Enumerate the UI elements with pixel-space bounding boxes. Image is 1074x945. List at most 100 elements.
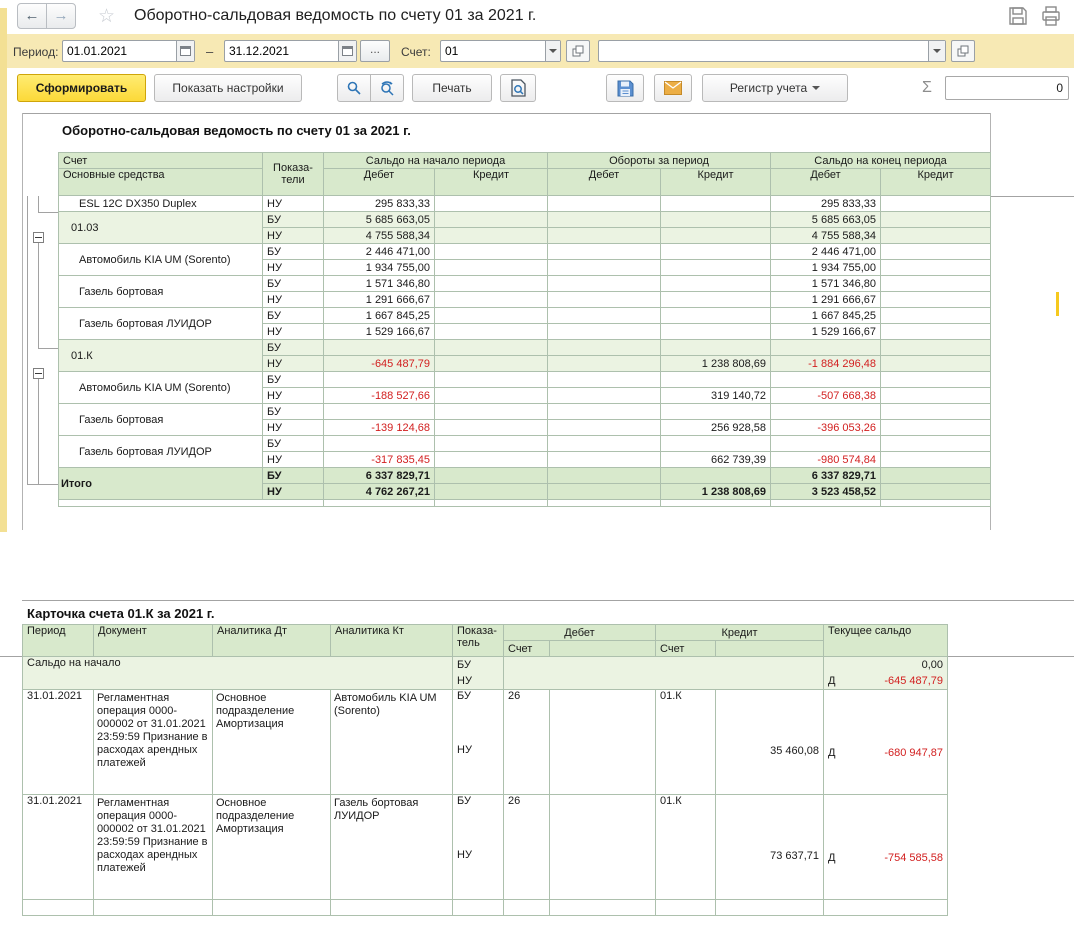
period-range-dash: –	[206, 44, 214, 59]
account-cell: ESL 12C DX350 Duplex	[58, 195, 263, 212]
collapse-group-button[interactable]	[33, 368, 44, 379]
account-cell: Автомобиль KIA UM (Sorento)	[58, 243, 263, 276]
row-line-extension-right	[947, 656, 1074, 657]
analytics-kt-cell: Автомобиль KIA UM (Sorento)	[330, 689, 453, 795]
document-cell: Регламентная операция 0000-000002 от 31.…	[93, 794, 213, 900]
opening-balance-cell: 0,00 Д -645 487,79	[823, 656, 949, 690]
email-button[interactable]	[654, 74, 692, 102]
account-cell: 01.03	[58, 211, 263, 244]
analytics-dt-cell: Основное подразделение Амортизация	[212, 689, 331, 795]
col-debit: Дебет	[770, 168, 882, 196]
debit-account-cell: 26	[503, 794, 550, 900]
analytics-kt-cell: Газель бортовая ЛУИДОР	[330, 794, 453, 900]
period-to-field[interactable]	[224, 40, 357, 62]
col-credit: Кредит	[880, 168, 992, 196]
col-debit-account: Счет	[503, 640, 550, 657]
card-report-area: Карточка счета 01.К за 2021 г. Период До…	[22, 598, 1074, 918]
calendar-button[interactable]	[338, 41, 356, 61]
account-dropdown-button[interactable]	[545, 41, 560, 61]
osv-row: Газель бортовая БУ 1 571 346,80 1 571 34…	[58, 275, 992, 308]
window-title: Оборотно-сальдовая ведомость по счету 01…	[134, 7, 537, 24]
credit-sum-cell: 35 460,08	[715, 689, 825, 795]
col-indicator: Показа- тели	[262, 152, 324, 196]
account-combo[interactable]	[440, 40, 561, 62]
indicator-cell: НУ	[262, 195, 324, 212]
osv-row: Автомобиль KIA UM (Sorento) БУ	[58, 371, 992, 404]
account-input[interactable]	[441, 41, 546, 61]
show-settings-button[interactable]: Показать настройки	[154, 74, 302, 102]
account-cell: 01.К	[58, 339, 263, 372]
indicator-cell: БУ НУ	[452, 689, 504, 795]
osv-group-row: 01.03 БУ 5 685 663,05 5 685 663,05	[58, 211, 992, 244]
autosum-field[interactable]: 0	[945, 76, 1069, 100]
save-button[interactable]	[606, 74, 644, 102]
period-from-input[interactable]	[63, 41, 177, 61]
forward-button[interactable]: →	[46, 3, 76, 29]
col-analytics-dt: Аналитика Дт	[212, 624, 331, 657]
account-cell: Автомобиль KIA UM (Sorento)	[58, 371, 263, 404]
account-open-button[interactable]	[566, 40, 590, 62]
favorite-star-icon[interactable]: ☆	[98, 6, 116, 27]
account-cell: Газель бортовая	[58, 403, 263, 436]
osv-row: Газель бортовая ЛУИДОР БУ	[58, 435, 992, 468]
period-from-field[interactable]	[62, 40, 195, 62]
report-top-line	[22, 600, 1074, 601]
running-balance-cell: Д -754 585,58	[823, 794, 949, 900]
print-icon[interactable]	[1040, 5, 1062, 32]
osv-group-row: НУ 4 755 588,34 4 755 588,34	[59, 227, 992, 244]
account-cell: Газель бортовая ЛУИДОР	[58, 435, 263, 468]
col-debit: Дебет	[547, 168, 662, 196]
card-entry-row: 31.01.2021 Регламентная операция 0000-00…	[22, 689, 949, 795]
period-more-button[interactable]: ...	[360, 40, 390, 62]
preview-button[interactable]	[500, 74, 536, 102]
chevron-down-icon	[812, 86, 821, 90]
report-title: Карточка счета 01.К за 2021 г.	[27, 606, 215, 621]
calendar-button[interactable]	[176, 41, 194, 61]
osv-row: НУ 1 934 755,00 1 934 755,00	[59, 259, 992, 276]
generate-button[interactable]: Сформировать	[17, 74, 146, 102]
col-debit: Дебет	[502, 624, 657, 641]
period-cell: 31.01.2021	[22, 689, 94, 795]
search-next-button[interactable]	[370, 74, 404, 102]
col-credit-sum	[715, 640, 825, 657]
header-line-extension	[990, 196, 1074, 197]
opening-label-cell: Сальдо на начало	[22, 656, 453, 690]
back-button[interactable]: ←	[17, 3, 47, 29]
debit-sum-cell	[548, 689, 657, 795]
account-label: Счет:	[401, 45, 431, 59]
extra-open-button[interactable]	[951, 40, 975, 62]
col-turnover: Обороты за период	[547, 152, 772, 169]
col-debit: Дебет	[323, 168, 435, 196]
col-credit: Кредит	[660, 168, 772, 196]
row-line-extension-left	[0, 656, 22, 657]
osv-row: Газель бортовая ЛУИДОР БУ 1 667 845,25 1…	[58, 307, 992, 340]
calendar-icon	[180, 46, 192, 56]
envelope-icon	[664, 81, 682, 95]
period-cell: 31.01.2021	[22, 794, 94, 900]
search-button[interactable]	[337, 74, 371, 102]
extra-dropdown-button[interactable]	[928, 41, 945, 61]
extra-filter-input[interactable]	[599, 41, 929, 61]
save-report-icon[interactable]	[1007, 5, 1029, 32]
register-menu-button[interactable]: Регистр учета	[702, 74, 848, 102]
col-indicator-line2: тели	[281, 174, 305, 186]
col-document: Документ	[93, 624, 213, 657]
osv-header-row2: Основные средства Дебет Кредит Дебет Кре…	[58, 168, 992, 196]
col-debit-sum	[548, 640, 657, 657]
search-next-icon	[380, 81, 394, 96]
col-indicator-line2: тель	[457, 637, 480, 649]
col-credit: Кредит	[433, 168, 549, 196]
top-bar: ← → ☆ Оборотно-сальдовая ведомость по сч…	[0, 0, 1074, 34]
floppy-icon	[617, 80, 633, 96]
collapse-group-button[interactable]	[33, 232, 44, 243]
balance-side-letter: Д	[828, 747, 836, 759]
print-button[interactable]: Печать	[412, 74, 492, 102]
extra-filter-combo[interactable]	[598, 40, 946, 62]
osv-header-row: Счет Показа- тели Сальдо на начало перио…	[58, 152, 992, 196]
col-running-balance: Текущее сальдо	[823, 624, 949, 657]
col-closing-balance: Сальдо на конец периода	[770, 152, 992, 169]
debit-account-cell: 26	[503, 689, 550, 795]
osv-row: НУ -139 124,68 256 928,58 -396 053,26	[59, 419, 992, 436]
grouping-tree-lines	[27, 196, 58, 485]
period-to-input[interactable]	[225, 41, 339, 61]
